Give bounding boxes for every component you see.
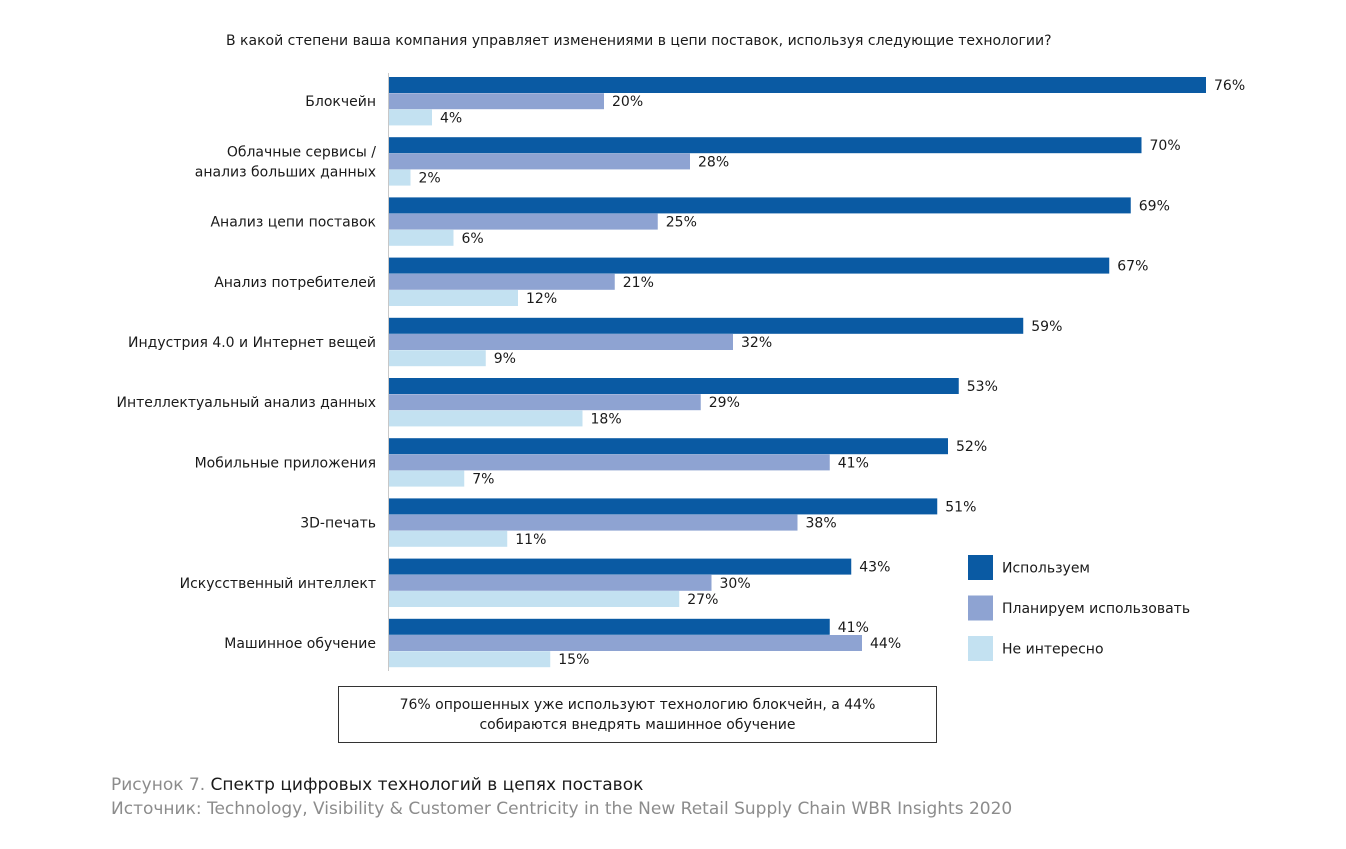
figure-source: Источник: Technology, Visibility & Custo… <box>111 799 1013 819</box>
bar-use <box>389 137 1142 154</box>
value-label: 7% <box>472 472 494 488</box>
bar-use <box>389 558 852 575</box>
value-label: 38% <box>806 516 837 532</box>
figure-caption: Рисунок 7. Спектр цифровых технологий в … <box>111 774 643 797</box>
bar-not-interested <box>389 530 508 547</box>
value-label: 4% <box>440 110 462 126</box>
bar-not-interested <box>389 470 465 487</box>
category-label: Анализ потребителей <box>214 275 376 291</box>
bar-plan <box>389 574 712 591</box>
value-label: 32% <box>741 335 772 351</box>
legend-label-plan: Планируем использовать <box>1002 601 1190 617</box>
bar-not-interested <box>389 169 411 186</box>
value-label: 11% <box>515 532 546 548</box>
value-label: 41% <box>838 620 869 636</box>
bar-chart: В какой степени ваша компания управляет … <box>117 33 1245 671</box>
value-label: 2% <box>419 171 441 187</box>
value-label: 9% <box>494 351 516 367</box>
bar-not-interested <box>389 229 454 246</box>
bar-use <box>389 378 959 394</box>
category-label-line: Анализ потребителей <box>214 275 376 291</box>
category-label-line: Индустрия 4.0 и Интернет вещей <box>128 335 376 351</box>
category-label-line: Интеллектуальный анализ данных <box>117 395 377 411</box>
bar-use <box>389 197 1131 214</box>
bar-not-interested <box>389 290 518 306</box>
value-label: 18% <box>591 411 622 427</box>
value-label: 27% <box>687 592 718 608</box>
value-label: 15% <box>558 652 589 668</box>
category-label: Мобильные приложения <box>195 455 376 471</box>
category-label: Индустрия 4.0 и Интернет вещей <box>128 335 376 351</box>
category-labels: Блокчейн Облачные сервисы / анализ больших… <box>117 94 377 652</box>
bar-not-interested <box>389 109 432 126</box>
legend: Используем Планируем использовать Не интер… <box>968 555 1190 661</box>
bar-plan <box>389 153 690 170</box>
bar-plan <box>389 635 862 651</box>
bar-not-interested <box>389 651 551 668</box>
category-label-line: Облачные сервисы / <box>227 144 376 160</box>
value-label: 59% <box>1031 319 1062 335</box>
legend-swatch-not-interested <box>968 636 993 661</box>
bar-use <box>389 317 1024 334</box>
category-label-line: 3D-печать <box>300 516 376 532</box>
bar-use <box>389 77 1206 93</box>
category-label-line: Мобильные приложения <box>195 455 376 471</box>
value-label: 76% <box>1214 78 1245 94</box>
value-label: 41% <box>838 455 869 471</box>
bar-use <box>389 498 938 515</box>
bar-use <box>389 257 1110 274</box>
bar-plan <box>389 273 615 290</box>
value-label: 52% <box>956 439 987 455</box>
value-label: 12% <box>526 291 557 307</box>
chart-question: В какой степени ваша компания управляет … <box>226 33 1052 49</box>
callout-box: 76% опрошенных уже используют технологию… <box>338 686 937 743</box>
bar-plan <box>389 394 701 411</box>
bars-layer: 76% 20% 4% 70% 28% 2% 69% 25% 6% 67% 21% 12% 59% 32% 9… <box>389 77 1245 668</box>
bar-plan <box>389 514 798 531</box>
bar-not-interested <box>389 350 486 367</box>
value-label: 20% <box>612 94 643 110</box>
value-label: 25% <box>666 215 697 231</box>
category-label-line: Машинное обучение <box>224 636 376 652</box>
value-label: 21% <box>623 275 654 291</box>
value-label: 6% <box>462 231 484 247</box>
bar-plan <box>389 454 830 471</box>
legend-swatch-use <box>968 555 993 580</box>
value-label: 69% <box>1139 198 1170 214</box>
callout-text: 76% опрошенных уже используют технологию… <box>399 696 876 733</box>
category-label: Машинное обучение <box>224 636 376 652</box>
category-label: Искусственный интеллект <box>180 576 376 592</box>
bar-use <box>389 618 830 635</box>
legend-swatch-plan <box>968 595 993 621</box>
value-label: 43% <box>859 560 890 576</box>
value-label: 70% <box>1150 138 1181 154</box>
category-label: 3D-печать <box>300 516 376 532</box>
category-label: Анализ цепи поставок <box>210 215 376 231</box>
value-label: 28% <box>698 154 729 170</box>
value-label: 51% <box>945 499 976 515</box>
figure-title: Спектр цифровых технологий в цепях поста… <box>210 775 644 795</box>
category-label: Интеллектуальный анализ данных <box>117 395 377 411</box>
category-label-line: Анализ цепи поставок <box>210 215 376 231</box>
legend-label-not-interested: Не интересно <box>1002 642 1104 658</box>
legend-label-use: Используем <box>1002 561 1090 577</box>
bar-use <box>389 438 948 455</box>
value-label: 30% <box>720 576 751 592</box>
value-label: 67% <box>1117 259 1148 275</box>
value-label: 53% <box>967 379 998 395</box>
bar-plan <box>389 334 733 350</box>
category-label: Блокчейн <box>305 94 376 110</box>
figure-number: Рисунок 7. <box>111 775 206 795</box>
category-label-line: Блокчейн <box>305 94 376 110</box>
category-label: Облачные сервисы / анализ больших данных <box>195 144 376 180</box>
bar-not-interested <box>389 410 583 427</box>
value-label: 29% <box>709 395 740 411</box>
bar-not-interested <box>389 591 680 607</box>
value-label: 44% <box>870 636 901 652</box>
category-label-line: анализ больших данных <box>195 164 376 180</box>
category-label-line: Искусственный интеллект <box>180 576 376 592</box>
bar-plan <box>389 93 604 110</box>
bar-plan <box>389 213 658 230</box>
